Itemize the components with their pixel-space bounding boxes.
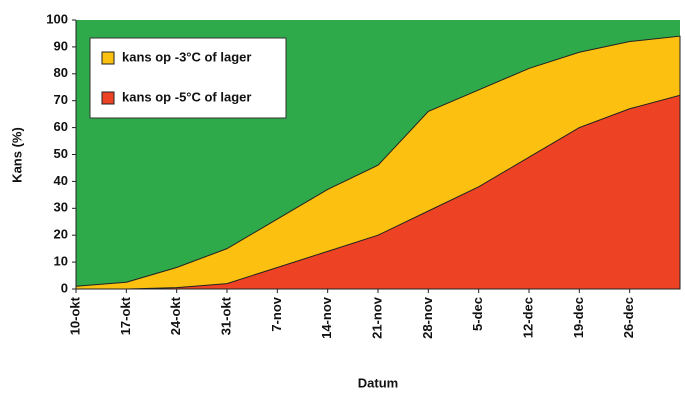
- y-tick-label: 100: [46, 11, 68, 26]
- legend-label: kans op -3°C of lager: [122, 49, 251, 64]
- y-tick-label: 90: [54, 38, 68, 53]
- y-tick-label: 20: [54, 227, 68, 242]
- y-tick-label: 10: [54, 254, 68, 269]
- y-axis-title: Kans (%): [9, 127, 24, 183]
- x-tick-label: 14-nov: [319, 296, 334, 339]
- x-tick-label: 26-dec: [621, 297, 636, 338]
- x-tick-label: 21-nov: [369, 296, 384, 339]
- x-tick-label: 10-okt: [67, 296, 82, 335]
- x-tick-label: 12-dec: [520, 297, 535, 338]
- y-tick-label: 30: [54, 200, 68, 215]
- y-tick-label: 40: [54, 173, 68, 188]
- x-tick-label: 5-dec: [470, 297, 485, 331]
- legend-box: [89, 37, 287, 119]
- y-tick-label: 80: [54, 65, 68, 80]
- x-tick-label: 7-nov: [269, 296, 284, 331]
- x-tick-label: 24-okt: [168, 296, 183, 335]
- x-tick-label: 19-dec: [571, 297, 586, 338]
- y-tick-label: 0: [61, 280, 68, 295]
- area: [76, 94, 681, 290]
- x-axis-title: Datum: [358, 375, 398, 390]
- y-tick-label: 60: [54, 119, 68, 134]
- y-tick-label: 70: [54, 92, 68, 107]
- x-tick-label: 17-okt: [118, 296, 133, 335]
- x-tick-label: 31-okt: [218, 296, 233, 335]
- legend-swatch: [101, 51, 115, 65]
- x-tick-label: 28-nov: [420, 296, 435, 339]
- legend: kans op -3°C of lager kans op -5°C of lag…: [89, 37, 287, 119]
- y-tick-label: 50: [54, 146, 68, 161]
- legend-label: kans op -5°C of lager: [122, 89, 251, 104]
- legend-swatch: [101, 91, 115, 105]
